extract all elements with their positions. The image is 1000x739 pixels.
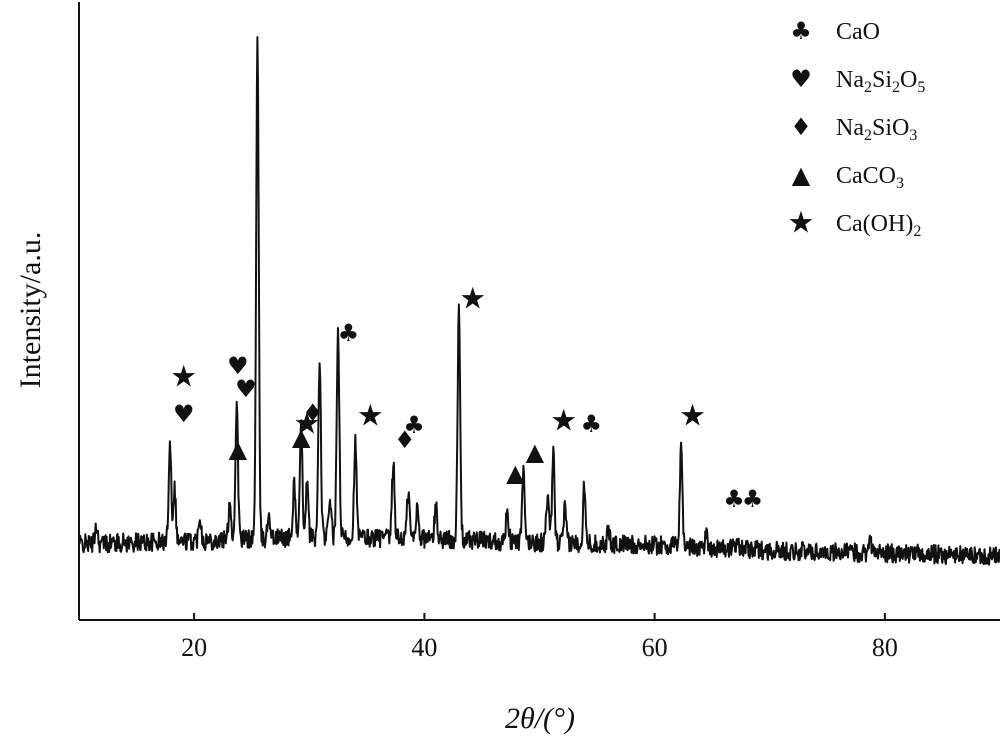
peak-markers: ★♥▲♥♥▲★♦♣★♦♣★▲▲★ ♣ ★♣♣ <box>170 282 763 514</box>
peak-marker: ♣ <box>403 411 425 439</box>
x-axis-title: 2θ/(°) <box>505 702 575 735</box>
legend-label: Na2Si2O5 <box>836 67 925 96</box>
legend-symbol-club: ♣ <box>790 17 812 45</box>
x-tick-label: 60 <box>642 633 668 662</box>
peak-marker: ♥ <box>173 400 195 428</box>
plot-area: 20 40 60 80 ★♥▲♥♥▲★♦♣★♦♣★▲▲★ ♣ ★♣♣ <box>78 2 1000 662</box>
peak-marker: ★ <box>459 282 486 317</box>
legend-symbol-diamond: ♦ <box>790 113 812 141</box>
legend-symbol-star: ★ <box>788 206 815 241</box>
peak-marker: ★ <box>357 399 384 434</box>
legend-symbol-heart: ♥ <box>790 65 812 93</box>
peak-marker: ♣ <box>581 410 603 438</box>
x-ticks: 20 40 60 80 <box>181 613 898 662</box>
y-axis-title: Intensity/a.u. <box>14 232 47 389</box>
peak-marker: ★ <box>170 360 197 395</box>
peak-marker: ♥ <box>227 352 249 380</box>
legend-label: Ca(OH)2 <box>836 211 921 240</box>
peak-marker: ★ <box>293 407 320 442</box>
peak-marker: ★ <box>679 399 706 434</box>
legend-label: CaO <box>836 19 880 45</box>
peak-marker: ★ <box>550 404 577 439</box>
peak-marker: ♣ <box>723 485 745 513</box>
peak-marker: ▲ <box>292 423 311 451</box>
peak-marker: ♣ <box>742 485 764 513</box>
peak-marker: ♥ <box>235 375 257 403</box>
x-tick-label: 20 <box>181 633 207 662</box>
xrd-pattern-line <box>78 36 1000 566</box>
peak-marker: ♦ <box>394 426 416 454</box>
x-tick-label: 80 <box>872 633 898 662</box>
legend: ♣ CaO ♥ Na2Si2O5 ♦ Na2SiO3 ▲ CaCO3 ★ Ca(OH)2 <box>788 17 926 241</box>
legend-symbol-triangle: ▲ <box>792 161 811 189</box>
peak-marker: ♣ <box>338 319 360 347</box>
peak-marker: ▲ <box>506 459 525 487</box>
peak-marker: ▲ <box>229 435 248 463</box>
peak-marker: ♦ <box>302 399 324 427</box>
peak-marker: ▲ <box>526 438 545 466</box>
legend-label: CaCO3 <box>836 163 904 192</box>
legend-label: Na2SiO3 <box>836 115 917 144</box>
x-tick-label: 40 <box>411 633 437 662</box>
